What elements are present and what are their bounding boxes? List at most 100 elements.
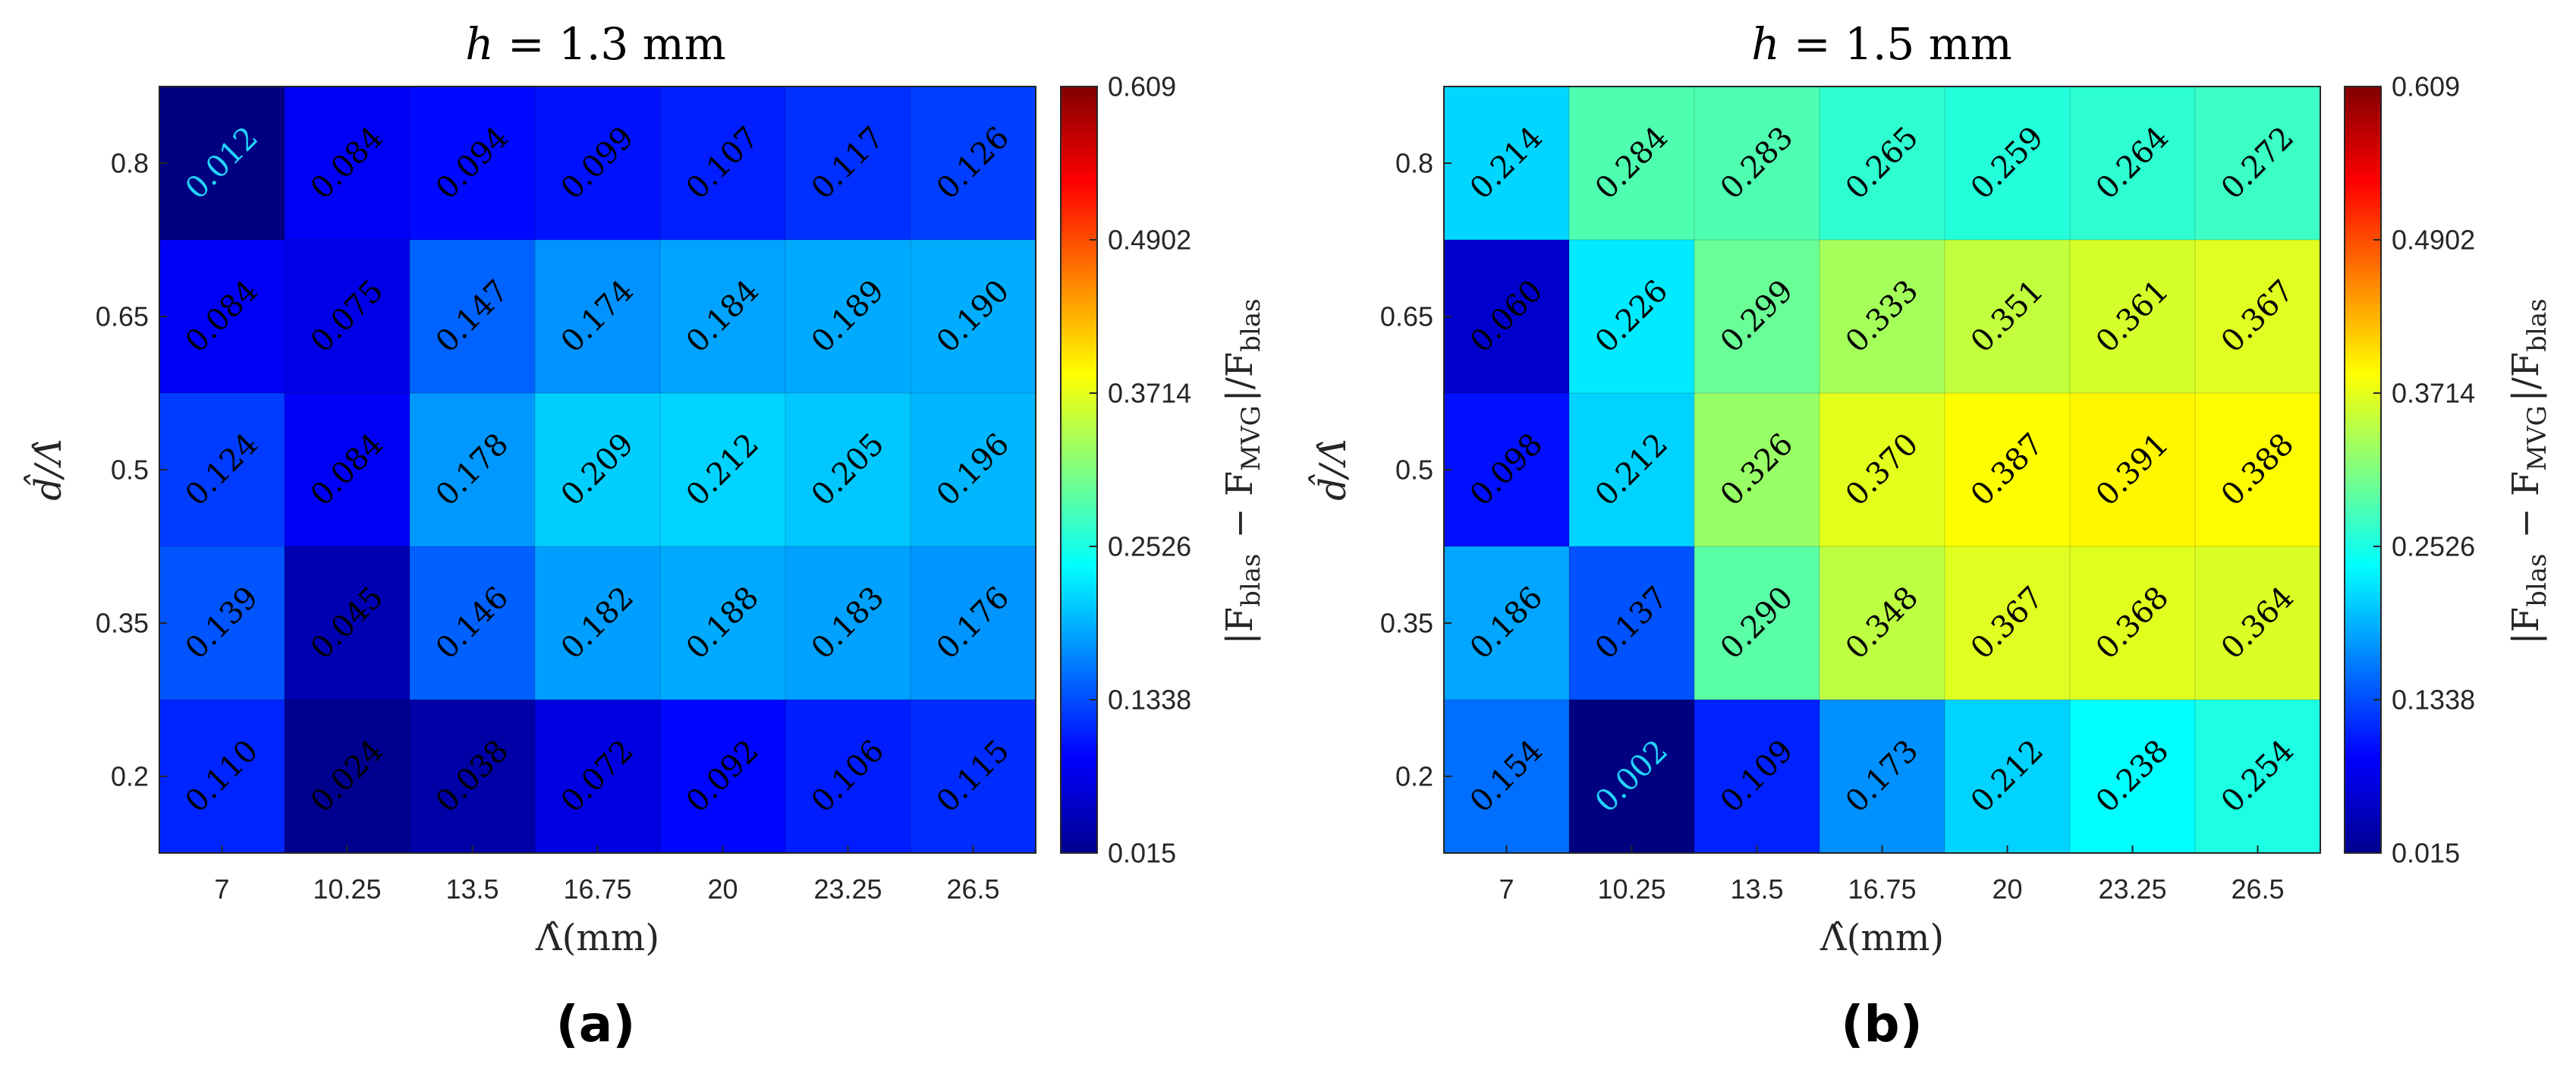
y-tick-label: 0.65 <box>1380 301 1433 332</box>
heatmap-cell <box>2195 546 2321 700</box>
y-axis-label: d̂/Λ̂ <box>24 439 70 501</box>
y-tick-label: 0.8 <box>111 148 149 179</box>
x-tick-label: 13.5 <box>1730 873 1783 905</box>
y-axis-label: d̂/Λ̂ <box>1308 439 1354 501</box>
heatmap-cell <box>1945 240 2071 394</box>
chart-title: h = 1.3 mm <box>465 18 726 70</box>
heatmap-panel-a: h = 1.3 mm0.012 0.084 0.094 0.099 0.107 0.117… <box>24 18 1266 1053</box>
heatmap-cell <box>285 546 410 700</box>
heatmap-cell <box>785 393 911 547</box>
heatmap-cell <box>1444 87 1570 241</box>
colorbar-tick-label: 0.2526 <box>1108 531 1191 562</box>
colorbar-tick-label: 0.609 <box>2392 71 2460 102</box>
heatmap-cell <box>410 240 536 394</box>
colorbar <box>1060 86 1098 854</box>
colorbar-tick-label: 0.1338 <box>2392 685 2475 716</box>
colorbar-tick-label: 0.3714 <box>2392 378 2475 409</box>
heatmap-cell <box>1694 393 1820 547</box>
heatmap-cell <box>1694 546 1820 700</box>
heatmap-cell <box>285 87 410 241</box>
y-tick-label: 0.35 <box>1380 608 1433 639</box>
heatmap-cell <box>1820 700 1945 854</box>
chart-title: h = 1.5 mm <box>1751 18 2012 70</box>
heatmap-cell <box>285 240 410 394</box>
heatmap-cell <box>1569 87 1695 241</box>
heatmap-cell <box>1569 546 1695 700</box>
heatmap-cell <box>159 87 285 241</box>
heatmap-cell <box>1569 393 1695 547</box>
heatmap-cell <box>1569 240 1695 394</box>
y-tick-label: 0.65 <box>96 301 149 332</box>
heatmap-cell <box>785 546 911 700</box>
x-axis-label: Λ̂(mm) <box>1820 917 1944 959</box>
heatmap-cell <box>1694 700 1820 854</box>
heatmap-cell <box>285 393 410 547</box>
y-tick-label: 0.8 <box>1395 148 1433 179</box>
colorbar-tick-label: 0.015 <box>1108 838 1176 869</box>
x-axis-label: Λ̂(mm) <box>535 917 659 959</box>
heatmap-cell <box>660 700 786 854</box>
heatmap-cell <box>1569 700 1695 854</box>
heatmap-cell <box>1945 393 2071 547</box>
heatmap-cell <box>1444 700 1570 854</box>
y-tick-label: 0.2 <box>1395 761 1433 792</box>
x-tick-label: 10.25 <box>1597 873 1665 905</box>
heatmap-cell <box>1444 240 1570 394</box>
heatmap-cell <box>159 546 285 700</box>
heatmap-cell <box>1945 546 2071 700</box>
colorbar <box>2344 86 2382 854</box>
heatmap-cell <box>785 700 911 854</box>
colorbar-tick-label: 0.4902 <box>1108 225 1191 256</box>
heatmap-cell <box>2070 546 2196 700</box>
heatmap-cell <box>410 700 536 854</box>
heatmap-cell <box>410 393 536 547</box>
heatmap-cell <box>911 700 1036 854</box>
heatmap-cell <box>535 700 661 854</box>
heatmap-cell <box>1820 393 1945 547</box>
y-tick-label: 0.2 <box>111 761 149 792</box>
y-tick-label: 0.5 <box>111 455 149 486</box>
heatmap-cell <box>1444 546 1570 700</box>
heatmap-cell <box>159 700 285 854</box>
heatmap-cell <box>660 393 786 547</box>
heatmap-cell <box>159 240 285 394</box>
heatmap-cell <box>2195 700 2321 854</box>
colorbar-tick-label: 0.4902 <box>2392 225 2475 256</box>
heatmap-cell <box>2195 87 2321 241</box>
heatmap-cell <box>785 240 911 394</box>
heatmap-cell <box>1820 240 1945 394</box>
heatmap-cell <box>1820 87 1945 241</box>
colorbar-tick-label: 0.3714 <box>1108 378 1191 409</box>
heatmap-cell <box>535 240 661 394</box>
x-tick-label: 26.5 <box>946 873 999 905</box>
heatmap-cell <box>159 393 285 547</box>
heatmap-cell <box>535 87 661 241</box>
x-tick-label: 16.75 <box>563 873 631 905</box>
colorbar-tick-label: 0.1338 <box>1108 685 1191 716</box>
heatmap-cell <box>911 87 1036 241</box>
heatmap-cell <box>911 393 1036 547</box>
colorbar-tick-label: 0.015 <box>2392 838 2460 869</box>
heatmap-cell <box>2195 240 2321 394</box>
heatmap-cell <box>911 546 1036 700</box>
heatmap-cell <box>1945 87 2071 241</box>
x-tick-label: 16.75 <box>1848 873 1916 905</box>
heatmap-cell <box>911 240 1036 394</box>
heatmap-cell <box>2070 393 2196 547</box>
heatmap-cell <box>660 87 786 241</box>
heatmap-cell <box>2070 240 2196 394</box>
colorbar-label: |Fblas − FMVG |/Fblas <box>2505 295 2552 645</box>
y-tick-label: 0.35 <box>96 608 149 639</box>
heatmap-cell <box>410 87 536 241</box>
colorbar-tick-label: 0.2526 <box>2392 531 2475 562</box>
x-tick-label: 20 <box>1992 873 2022 905</box>
heatmap-cell <box>1694 240 1820 394</box>
heatmap-cell <box>535 546 661 700</box>
heatmap-cell <box>535 393 661 547</box>
panel-label: (a) <box>556 995 636 1053</box>
heatmap-cell <box>410 546 536 700</box>
x-tick-label: 7 <box>1499 873 1514 905</box>
heatmap-cell <box>1945 700 2071 854</box>
colorbar-label: |Fblas − FMVG |/Fblas <box>1219 295 1266 645</box>
